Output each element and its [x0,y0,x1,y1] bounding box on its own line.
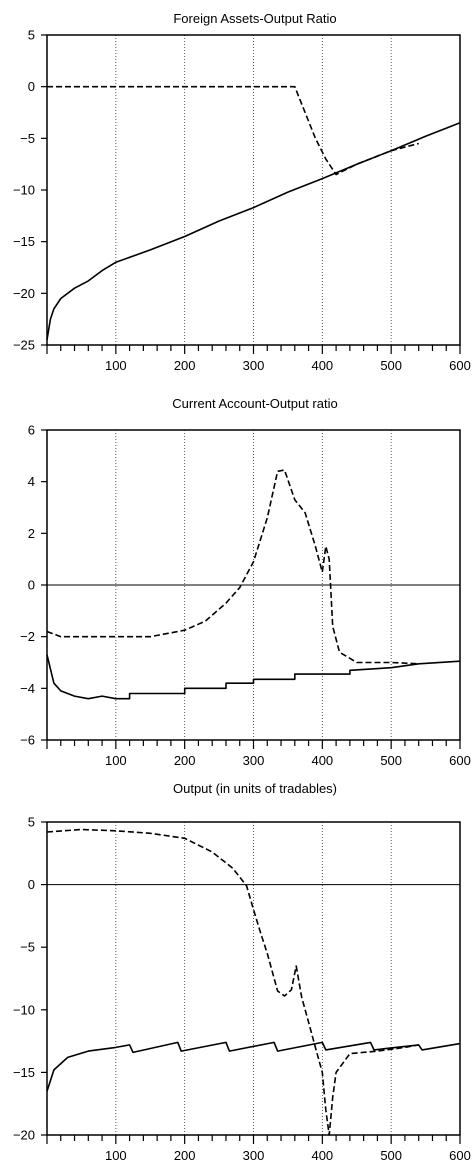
y-tick-label: 0 [28,578,35,593]
chart-title: Current Account-Output ratio [172,396,337,411]
x-tick-label: 300 [243,753,265,768]
y-tick-label: 5 [28,28,35,43]
y-tick-label: −5 [20,940,35,955]
x-tick-label: 100 [105,1148,127,1163]
y-tick-label: −6 [20,733,35,748]
x-tick-label: 300 [243,1148,265,1163]
x-tick-label: 600 [449,1148,471,1163]
series-solid-line [46,654,461,700]
series-dashed-line [46,828,419,1136]
x-tick-label: 400 [311,1148,333,1163]
y-tick-label: 0 [28,79,35,94]
chart-title: Output (in units of tradables) [173,781,337,796]
y-tick-label: −15 [13,1065,35,1080]
x-tick-label: 200 [174,358,196,373]
plot-frame [46,34,461,346]
y-tick-label: 5 [28,815,35,830]
y-tick-label: 2 [28,526,35,541]
current-account-chart: Current Account-Output ratio 100 200 300 40… [20,396,471,768]
x-tick-label: 100 [105,358,127,373]
series-dashed-line [47,85,419,176]
y-tick-label: −20 [13,286,35,301]
y-tick-label: 4 [28,474,35,489]
x-tick-label: 400 [311,358,333,373]
y-tick-label: 0 [28,877,35,892]
series-solid-line [46,1041,461,1092]
x-tick-label: 200 [174,1148,196,1163]
x-tick-label: 500 [380,1148,402,1163]
series-dashed-line [46,469,419,665]
y-tick-label: −10 [13,1002,35,1017]
y-tick-label: −5 [20,131,35,146]
x-tick-label: 300 [243,358,265,373]
y-tick-label: −10 [13,183,35,198]
x-tick-label: 200 [174,753,196,768]
x-tick-label: 400 [311,753,333,768]
x-tick-label: 100 [105,753,127,768]
output-chart: Output (in units of tradables) 100 200 300… [13,781,471,1163]
x-tick-label: 600 [449,753,471,768]
y-tick-label: −20 [13,1128,35,1143]
chart-title: Foreign Assets-Output Ratio [173,11,336,26]
x-tick-label: 500 [380,753,402,768]
y-tick-label: −4 [20,681,35,696]
y-tick-label: −2 [20,629,35,644]
y-tick-label: 6 [28,423,35,438]
foreign-assets-chart: Foreign Assets-Output Ratio 100 200 300 400… [13,11,471,373]
y-tick-label: −25 [13,338,35,353]
x-tick-label: 600 [449,358,471,373]
x-tick-label: 500 [380,358,402,373]
y-tick-label: −15 [13,234,35,249]
